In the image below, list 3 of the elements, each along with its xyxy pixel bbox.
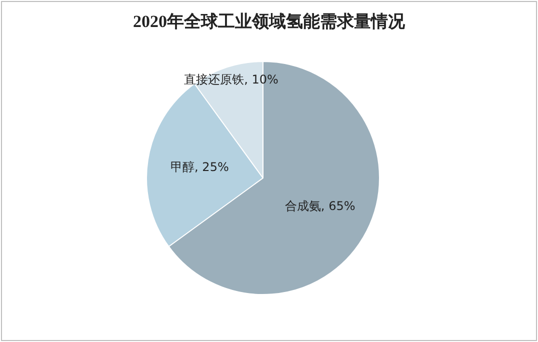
chart-title: 2020年全球工业领域氢能需求量情况 xyxy=(132,11,406,33)
slice-label: 合成氨, 65% xyxy=(284,199,356,214)
slice-label: 甲醇, 25% xyxy=(170,160,229,174)
